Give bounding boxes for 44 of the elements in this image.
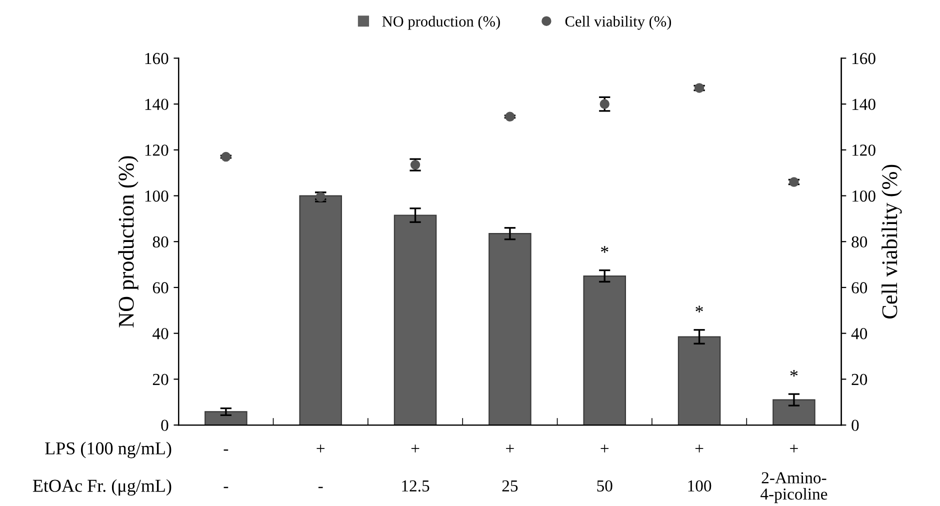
bar: [299, 195, 342, 426]
y2-tick-label: 160: [852, 52, 876, 64]
y-tick-label: 60: [152, 282, 168, 294]
y2-tick-label: 140: [852, 98, 876, 110]
bar: [583, 275, 626, 426]
x-tick-label: + 2-Amino- 4-picoline: [760, 444, 828, 504]
y-tick-label: 100: [145, 190, 168, 202]
annotation: *: [696, 306, 703, 312]
y-axis-title: NO production (%): [118, 156, 138, 328]
y2-axis-title: Cell viability (%): [882, 164, 902, 318]
y-tick-label: 140: [145, 98, 168, 110]
y-tick-label: 20: [152, 374, 168, 386]
legend-label: NO production (%): [382, 16, 500, 30]
category-label: - -: [224, 449, 228, 488]
bar: [394, 214, 437, 426]
legend-label: Cell viability (%): [565, 16, 672, 30]
point: [505, 112, 515, 122]
category-label: + 12.5: [402, 444, 430, 492]
y-tick-label: 80: [152, 236, 168, 248]
y-tick-label: 160: [145, 52, 168, 64]
y2-tick-label: 80: [852, 236, 868, 248]
y2-tick-label: 0: [852, 420, 859, 431]
y-tick-label: 120: [145, 144, 168, 156]
y2-tick-label: 60: [852, 282, 868, 294]
y2-tick-label: 120: [852, 144, 876, 156]
point: [221, 152, 231, 162]
bar: [204, 411, 248, 426]
y2-tick-label: 100: [852, 190, 876, 202]
bar: [678, 336, 721, 426]
y2-tick-label: 20: [852, 374, 868, 386]
point: [600, 99, 610, 109]
text: LPS (100 ng/mL): [45, 442, 172, 458]
category-label: + 50: [597, 444, 612, 492]
bar: [488, 233, 532, 426]
y-tick-label: 40: [152, 328, 168, 340]
category-label: + -: [316, 444, 324, 488]
text: EtOAc Fr. (μg/mL): [32, 479, 172, 496]
y-tick-label: 0: [161, 420, 168, 431]
category-label: + 100: [688, 444, 712, 492]
y2-tick-label: 40: [851, 328, 868, 340]
bar: [772, 399, 816, 426]
annotation: *: [600, 246, 608, 253]
category-label: + 25: [502, 444, 518, 492]
annotation: *: [790, 370, 798, 377]
